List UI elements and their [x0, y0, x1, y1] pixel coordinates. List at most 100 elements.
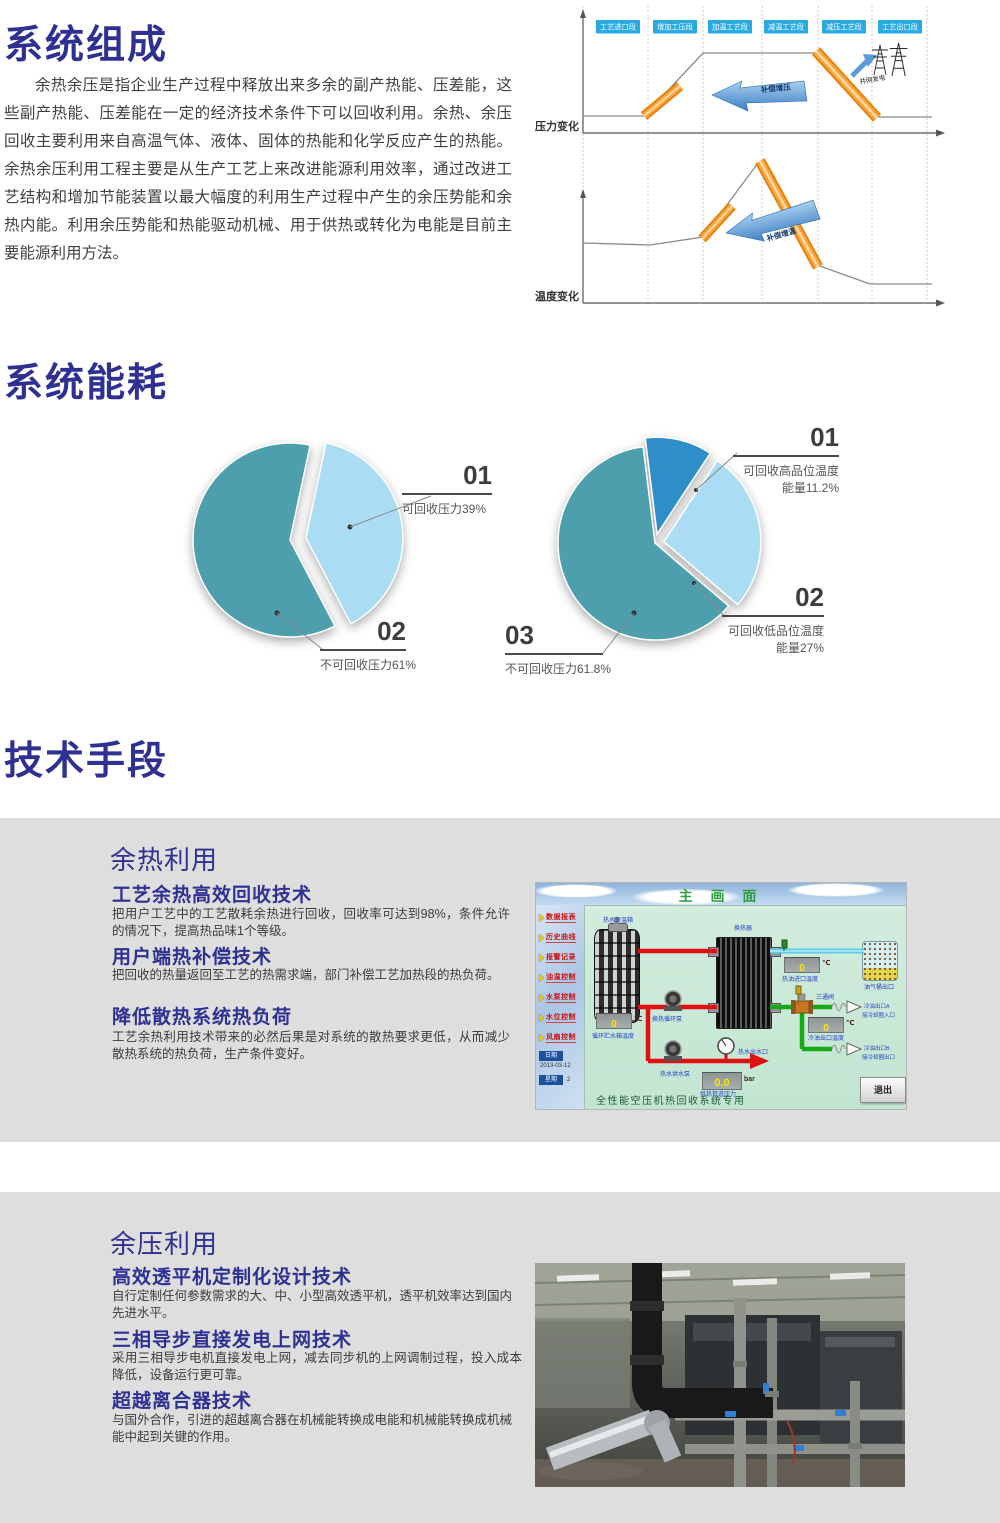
stage-label: 减压工艺段 [826, 23, 862, 32]
arrow-icon [539, 1033, 544, 1042]
hmi-week-value: 2 [567, 1077, 571, 1083]
stage-label: 增加工压段 [657, 23, 693, 32]
pie-chart-temperature [557, 436, 762, 641]
hmi-menu-item: 油温控制 [539, 971, 584, 984]
hot-water-outlet-label: 热水出水口 [738, 1050, 769, 1056]
tech-item-heading: 三相导步直接发电上网技术 [112, 1330, 353, 1351]
hmi-menu-label: 报警记录 [546, 954, 576, 963]
stage-label: 工艺进口段 [600, 23, 636, 32]
tank-label: 热水保温箱 [602, 918, 633, 924]
tech-item-body: 自行定制任何参数需求的大、中、小型高效透平机，透平机效率达到国内先进水平。 [112, 1289, 513, 1320]
readout-unit: ℃ [634, 1016, 643, 1023]
section-title-tech: 技术手段 [4, 740, 169, 783]
tech-item-heading: 降低散热系统热负荷 [112, 1007, 293, 1028]
pressure-compensate-label: 补偿增压 [759, 81, 791, 94]
process-stage-diagram: orange bar 工艺进口段 增加工压段 加温工艺段 减温工艺段 减压工艺段… [535, 6, 945, 307]
grid-power-label: 并网发电 [859, 73, 887, 86]
pie-slice [662, 459, 762, 606]
hot-water-tank [594, 917, 640, 1023]
composition-paragraph: 余热余压是指企业生产过程中释放出来多余的副产热能、压差能，这些副产热能、压差能在… [4, 77, 512, 262]
readout-value: 0 [799, 963, 805, 974]
sensor-icon [795, 985, 802, 1005]
slice-number: 01 [402, 462, 492, 495]
readout-label: 冷油出口温度 [808, 1036, 845, 1042]
tech-item-heading: 工艺余热高效回收技术 [112, 885, 313, 906]
slice-label: 可回收低品位温度能量27% [727, 624, 824, 655]
outlet-arrow-icon [846, 1042, 863, 1056]
pie-slice [305, 442, 404, 625]
hmi-menu-item: 水泵控制 [539, 991, 584, 1004]
stage-chips: 工艺进口段 增加工压段 加温工艺段 减温工艺段 减压工艺段 工艺出口段 [596, 20, 922, 34]
hmi-screenshot: 主 画 面 数据报表 历史曲线 报警记录 油温控制 水泵控制 水位控制 风扇控制… [535, 882, 907, 1110]
readout-box: 0 [808, 1017, 844, 1034]
temperature-chart: 补偿增温 温度变化 [535, 158, 945, 307]
grid-lines [582, 6, 928, 300]
readout-label: 循环贮水箱温度 [592, 1034, 635, 1040]
hmi-date-chip: 日期 [539, 1051, 563, 1061]
hmi-menu-item: 报警记录 [539, 951, 584, 964]
pie1-label-02: 02 不可回收压力61% [320, 618, 416, 673]
oil-tank-label: 油气桶出口 [863, 985, 894, 991]
slice-number: 03 [505, 622, 603, 655]
section-title-energy: 系统能耗 [4, 362, 169, 405]
pump2-label: 热水供水泵 [660, 1072, 691, 1078]
pump1-label: 换热循环泵 [652, 1017, 683, 1023]
readout-box: 0 [784, 957, 820, 974]
readout-value: 0 [611, 1019, 617, 1030]
hmi-menu-item: 历史曲线 [539, 931, 584, 944]
tech-item-body: 采用三相导步电机直接发电上网，减去同步机的上网调制过程，投入成本降低，设备运行更… [112, 1351, 522, 1382]
pie2-label-01: 01 可回收高品位温度能量11.2% [733, 424, 839, 496]
slice-number: 02 [722, 584, 824, 617]
temperature-axis-label: 温度变化 [535, 289, 579, 303]
tech-item-body: 工艺余热利用技术带来的必然后果是对系统的散热要求更低，从而减少散热系统的热负荷，… [112, 1030, 510, 1061]
readout-value: 0 [823, 1023, 829, 1034]
valve-label: 三通阀 [816, 995, 835, 1001]
readout-value: 0.0 [714, 1077, 730, 1089]
pie-slice [557, 445, 730, 641]
hmi-week-chip: 星期 [539, 1075, 563, 1085]
slice-number: 02 [320, 618, 406, 651]
readout-unit: bar [744, 1076, 755, 1083]
pie2-label-03: 03 不可回收压力61.8% [505, 622, 612, 677]
tech-item-heading: 超越离合器技术 [112, 1391, 253, 1412]
coil-icon [831, 1044, 847, 1054]
outlet-arrow-icon [846, 1000, 863, 1014]
arrow-icon [539, 973, 544, 982]
pump-icon [664, 1040, 682, 1061]
pressure-gauge-icon [717, 1037, 735, 1061]
arrow-icon [539, 953, 544, 962]
hmi-sky-banner [536, 883, 906, 905]
energy-pie-charts [192, 436, 762, 654]
oil-gas-tank [862, 941, 898, 981]
expansion-bar-icon [811, 47, 882, 122]
hmi-menu-label: 水泵控制 [546, 994, 576, 1003]
readout-box: 0.0 [702, 1072, 742, 1090]
cold-oil-a2-label: 接冷却圈入口 [862, 1013, 896, 1019]
slice-label: 不可回收压力61.8% [505, 662, 612, 676]
compensation-bar-icon [640, 82, 684, 120]
arrow-icon [539, 993, 544, 1002]
hmi-footer-text: 全性能空压机热回收系统专用 [596, 1096, 746, 1107]
hmi-piping [638, 939, 864, 1069]
coil-icon [831, 1002, 847, 1012]
compensation-bar-icon [698, 202, 736, 243]
tech-item-heading: 高效透平机定制化设计技术 [112, 1267, 353, 1288]
arrow-icon [539, 933, 544, 942]
hmi-menu-item: 风扇控制 [539, 1031, 584, 1044]
slice-label: 可回收压力39% [402, 502, 487, 516]
hmi-menu-item: 水位控制 [539, 1011, 584, 1024]
pie-slice [192, 442, 336, 638]
exchanger-label: 换热器 [733, 926, 752, 932]
sensor-icon [781, 939, 788, 951]
hmi-menu-label: 历史曲线 [546, 934, 576, 943]
hmi-menu-label: 风扇控制 [546, 1034, 576, 1043]
tank-chimney [614, 917, 619, 924]
readout-unit: ℃ [822, 960, 831, 967]
heat-panel-title: 余热利用 [110, 845, 219, 875]
slice-label: 可回收高品位温度能量11.2% [742, 464, 839, 495]
pie1-label-01: 01 可回收压力39% [402, 462, 492, 517]
tech-item-body: 把回收的热量返回至工艺的热需求端，部门补偿工艺加热段的热负荷。 [112, 968, 500, 982]
cold-oil-b-label: 冷油出口B [864, 1046, 890, 1052]
slice-number: 01 [733, 424, 839, 457]
